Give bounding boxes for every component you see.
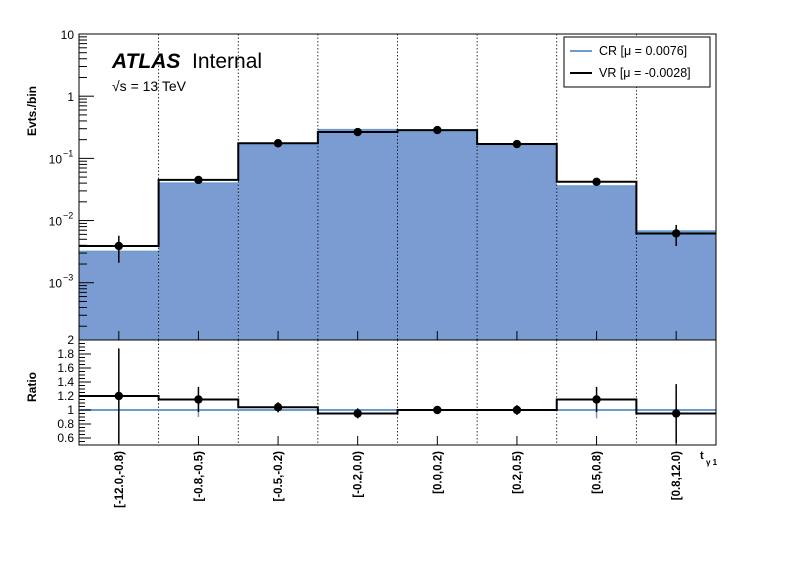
y-tick-exponent: −2 <box>63 211 73 221</box>
ratio-y-tick-label: 2 <box>67 333 74 347</box>
cr-bar <box>556 185 637 340</box>
cr-bar <box>317 129 398 340</box>
legend-vr-label: VR [μ = -0.0028] <box>599 66 691 80</box>
ratio-point <box>114 391 124 401</box>
ratio-y-tick-label: 1.6 <box>57 361 74 375</box>
cr-bar <box>238 144 318 340</box>
legend-box <box>563 36 711 88</box>
internal-label: Internal <box>192 50 262 73</box>
ratio-panel: 0.60.811.21.41.61.82 [-12.0,-0.8) [-0.8,-0… <box>57 333 717 508</box>
x-axis-title-subscript: γ 1 <box>706 458 718 467</box>
ratio-step-line <box>79 395 716 415</box>
cr-bar <box>636 230 716 340</box>
vr-point <box>592 177 601 186</box>
x-category-label: [0.5,0.8) <box>592 451 604 494</box>
ratio-y-tick-label: 1.4 <box>57 375 74 389</box>
vr-point <box>273 139 283 148</box>
cr-bar <box>79 251 159 340</box>
y-tick-exponent: −1 <box>63 148 73 158</box>
y-tick-label: 1 <box>67 90 74 104</box>
y-tick-label: 10 <box>49 215 63 229</box>
ratio-point <box>671 409 681 418</box>
atlas-label: ATLAS <box>111 50 180 73</box>
ratio-y-tick-label: 0.8 <box>57 417 74 431</box>
vr-point <box>194 175 203 185</box>
ratio-y-tick-label: 0.6 <box>57 431 74 445</box>
ratio-point <box>194 395 203 404</box>
vr-point <box>353 127 362 137</box>
cr-bar <box>397 131 478 340</box>
vr-point <box>114 241 124 251</box>
ratio-y-tick-label: 1.2 <box>57 389 74 403</box>
x-axis-title: t <box>700 450 704 462</box>
x-category-label: [0.2,0.5) <box>512 451 524 494</box>
cr-bar <box>477 145 557 340</box>
y-tick-label: 10 <box>49 152 63 166</box>
x-category-label: [-12.0,-0.8) <box>114 451 126 508</box>
legend-cr-label: CR [μ = 0.0076] <box>599 44 687 58</box>
x-category-label: [0.8,12.0) <box>671 451 683 500</box>
vr-point <box>512 139 522 149</box>
y-tick-exponent: −3 <box>63 273 73 283</box>
cr-bar <box>158 183 239 340</box>
x-category-label: [-0.2,0.0) <box>353 451 365 498</box>
x-category-label: [-0.5,-0.2) <box>273 451 285 502</box>
x-category-label: [0.0,0.2) <box>432 451 444 494</box>
legend: CR [μ = 0.0076] VR [μ = -0.0028] <box>563 36 711 88</box>
ratio-y-axis-title: Ratio <box>25 372 39 402</box>
ratio-point <box>592 395 601 404</box>
main-y-axis-title: Evts./bin <box>25 86 39 136</box>
ratio-y-tick-label: 1.8 <box>57 347 74 361</box>
ratio-point <box>512 405 522 415</box>
y-tick-label: 10 <box>49 277 63 291</box>
ratio-point <box>433 405 442 415</box>
vr-point <box>433 125 442 135</box>
x-category-label: [-0.8,-0.5) <box>193 451 205 502</box>
energy-label: √s = 13 TeV <box>112 78 187 94</box>
ratio-point <box>273 403 283 412</box>
ratio-point <box>353 409 362 418</box>
vr-point <box>671 229 681 238</box>
y-tick-label: 10 <box>61 28 75 42</box>
ratio-y-tick-label: 1 <box>67 403 74 417</box>
